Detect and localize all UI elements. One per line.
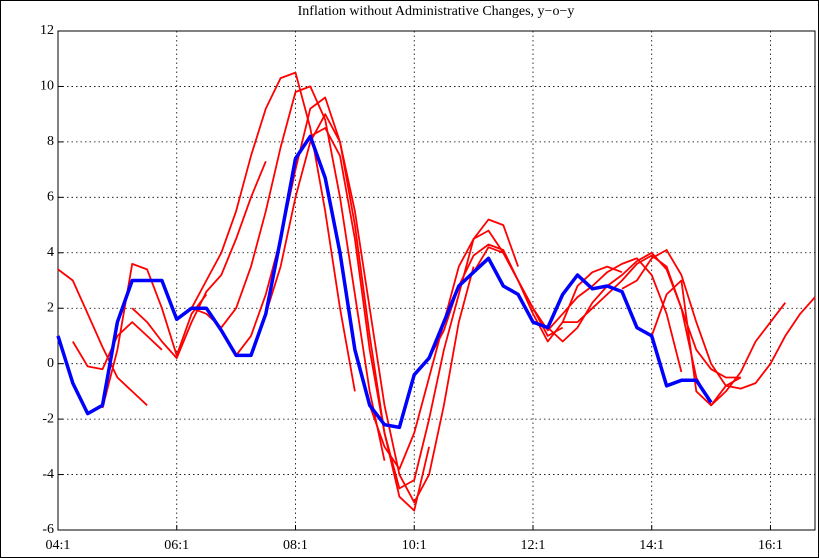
x-tick-label: 06:1	[164, 538, 189, 553]
series-line	[72, 321, 163, 371]
chart-title: Inflation without Administrative Changes…	[298, 4, 575, 19]
series-line	[191, 85, 386, 461]
x-tick-label: 10:1	[402, 538, 427, 553]
x-tick-label: 08:1	[283, 538, 308, 553]
series-line	[176, 71, 356, 392]
y-tick-label: 10	[40, 79, 54, 94]
y-tick-label: -2	[42, 411, 54, 426]
series-line	[621, 249, 816, 390]
y-tick-label: 4	[47, 245, 54, 260]
y-tick-label: 0	[47, 356, 54, 371]
x-tick-label: 04:1	[46, 538, 71, 553]
series-line	[650, 279, 742, 407]
series-line	[309, 127, 519, 490]
series-line	[532, 251, 741, 379]
plot-frame	[57, 30, 816, 531]
x-tick-label: 16:1	[758, 538, 783, 553]
y-tick-label: -6	[42, 522, 54, 537]
y-tick-label: 6	[47, 190, 54, 205]
y-tick-label: 12	[40, 23, 54, 38]
series-line	[354, 229, 564, 470]
y-tick-label: -4	[42, 467, 54, 482]
series-line	[264, 113, 475, 504]
y-tick-label: 8	[47, 134, 54, 149]
x-tick-label: 12:1	[521, 538, 546, 553]
y-tick-label: 2	[47, 300, 54, 315]
series-line	[101, 262, 208, 409]
series-line	[131, 160, 267, 360]
series-line	[57, 268, 148, 406]
series-line	[235, 96, 430, 512]
series-line	[56, 134, 713, 430]
x-tick-label: 14:1	[639, 538, 664, 553]
series-line	[472, 246, 683, 373]
